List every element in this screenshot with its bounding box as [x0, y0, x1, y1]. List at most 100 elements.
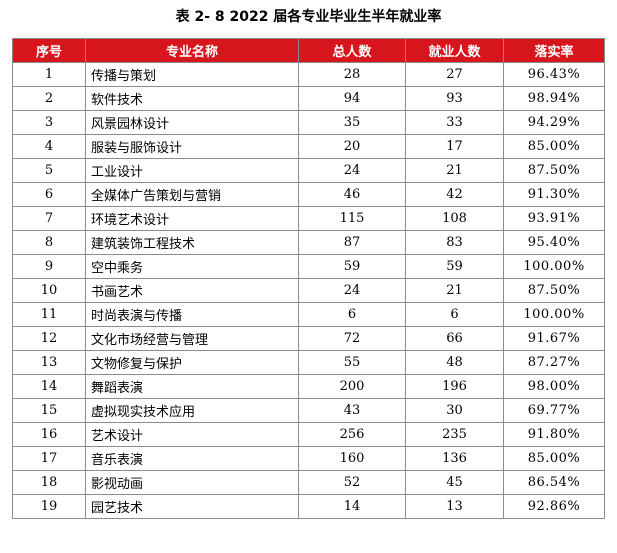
cell-total: 14: [298, 494, 406, 519]
cell-rate: 96.43%: [503, 62, 605, 87]
table-body: 1 传播与策划 28 27 96.43% 2 软件技术 94 93 98.94% 3 风景园林设计 35…: [12, 62, 605, 519]
cell-index: 18: [12, 470, 86, 495]
cell-major-name: 建筑装饰工程技术: [85, 230, 299, 255]
header-index: 序号: [12, 38, 86, 63]
cell-index: 16: [12, 422, 86, 447]
cell-rate: 85.00%: [503, 446, 605, 471]
cell-employed: 33: [405, 110, 504, 135]
cell-employed: 83: [405, 230, 504, 255]
cell-total: 200: [298, 374, 406, 399]
header-rate: 落实率: [503, 38, 605, 63]
table-row: 17 音乐表演 160 136 85.00%: [12, 446, 605, 471]
table-row: 12 文化市场经营与管理 72 66 91.67%: [12, 326, 605, 351]
table-row: 16 艺术设计 256 235 91.80%: [12, 422, 605, 447]
cell-employed: 21: [405, 158, 504, 183]
cell-total: 115: [298, 206, 406, 231]
cell-rate: 86.54%: [503, 470, 605, 495]
cell-employed: 93: [405, 86, 504, 111]
cell-index: 7: [12, 206, 86, 231]
table-row: 4 服装与服饰设计 20 17 85.00%: [12, 134, 605, 159]
cell-major-name: 影视动画: [85, 470, 299, 495]
cell-index: 13: [12, 350, 86, 375]
cell-rate: 91.67%: [503, 326, 605, 351]
cell-employed: 66: [405, 326, 504, 351]
cell-total: 55: [298, 350, 406, 375]
cell-rate: 87.50%: [503, 278, 605, 303]
cell-total: 52: [298, 470, 406, 495]
table-row: 15 虚拟现实技术应用 43 30 69.77%: [12, 398, 605, 423]
cell-total: 43: [298, 398, 406, 423]
cell-employed: 13: [405, 494, 504, 519]
cell-major-name: 文物修复与保护: [85, 350, 299, 375]
table-row: 14 舞蹈表演 200 196 98.00%: [12, 374, 605, 399]
cell-total: 24: [298, 278, 406, 303]
cell-rate: 95.40%: [503, 230, 605, 255]
employment-rate-table: 序号 专业名称 总人数 就业人数 落实率 1 传播与策划 28 27 96.43% 2 软件…: [12, 38, 605, 519]
table-title: 表 2- 8 2022 届各专业毕业生半年就业率: [175, 9, 442, 25]
cell-index: 12: [12, 326, 86, 351]
cell-major-name: 空中乘务: [85, 254, 299, 279]
cell-total: 24: [298, 158, 406, 183]
cell-rate: 100.00%: [503, 302, 605, 327]
cell-rate: 93.91%: [503, 206, 605, 231]
cell-rate: 85.00%: [503, 134, 605, 159]
cell-major-name: 软件技术: [85, 86, 299, 111]
cell-rate: 69.77%: [503, 398, 605, 423]
cell-rate: 92.86%: [503, 494, 605, 519]
header-major-name: 专业名称: [85, 38, 299, 63]
cell-employed: 30: [405, 398, 504, 423]
cell-total: 46: [298, 182, 406, 207]
cell-index: 8: [12, 230, 86, 255]
cell-total: 20: [298, 134, 406, 159]
cell-index: 4: [12, 134, 86, 159]
cell-employed: 27: [405, 62, 504, 87]
cell-total: 87: [298, 230, 406, 255]
table-row: 5 工业设计 24 21 87.50%: [12, 158, 605, 183]
table-row: 10 书画艺术 24 21 87.50%: [12, 278, 605, 303]
header-total: 总人数: [298, 38, 406, 63]
cell-employed: 42: [405, 182, 504, 207]
cell-employed: 48: [405, 350, 504, 375]
cell-index: 10: [12, 278, 86, 303]
cell-major-name: 书画艺术: [85, 278, 299, 303]
table-row: 1 传播与策划 28 27 96.43%: [12, 62, 605, 87]
cell-employed: 21: [405, 278, 504, 303]
cell-major-name: 音乐表演: [85, 446, 299, 471]
table-row: 13 文物修复与保护 55 48 87.27%: [12, 350, 605, 375]
cell-employed: 45: [405, 470, 504, 495]
cell-index: 1: [12, 62, 86, 87]
cell-employed: 108: [405, 206, 504, 231]
cell-major-name: 艺术设计: [85, 422, 299, 447]
cell-major-name: 文化市场经营与管理: [85, 326, 299, 351]
table-row: 3 风景园林设计 35 33 94.29%: [12, 110, 605, 135]
cell-employed: 6: [405, 302, 504, 327]
cell-index: 14: [12, 374, 86, 399]
cell-major-name: 风景园林设计: [85, 110, 299, 135]
cell-rate: 91.30%: [503, 182, 605, 207]
table-row: 18 影视动画 52 45 86.54%: [12, 470, 605, 495]
cell-index: 15: [12, 398, 86, 423]
table-row: 8 建筑装饰工程技术 87 83 95.40%: [12, 230, 605, 255]
table-row: 19 园艺技术 14 13 92.86%: [12, 494, 605, 519]
cell-rate: 87.27%: [503, 350, 605, 375]
cell-employed: 235: [405, 422, 504, 447]
table-row: 2 软件技术 94 93 98.94%: [12, 86, 605, 111]
cell-major-name: 传播与策划: [85, 62, 299, 87]
cell-major-name: 工业设计: [85, 158, 299, 183]
cell-rate: 94.29%: [503, 110, 605, 135]
cell-rate: 91.80%: [503, 422, 605, 447]
cell-major-name: 舞蹈表演: [85, 374, 299, 399]
cell-major-name: 全媒体广告策划与营销: [85, 182, 299, 207]
cell-rate: 98.00%: [503, 374, 605, 399]
cell-total: 160: [298, 446, 406, 471]
cell-employed: 17: [405, 134, 504, 159]
cell-index: 17: [12, 446, 86, 471]
cell-index: 5: [12, 158, 86, 183]
table-row: 6 全媒体广告策划与营销 46 42 91.30%: [12, 182, 605, 207]
header-employed: 就业人数: [405, 38, 504, 63]
cell-total: 256: [298, 422, 406, 447]
cell-index: 9: [12, 254, 86, 279]
cell-total: 6: [298, 302, 406, 327]
cell-rate: 98.94%: [503, 86, 605, 111]
cell-major-name: 服装与服饰设计: [85, 134, 299, 159]
